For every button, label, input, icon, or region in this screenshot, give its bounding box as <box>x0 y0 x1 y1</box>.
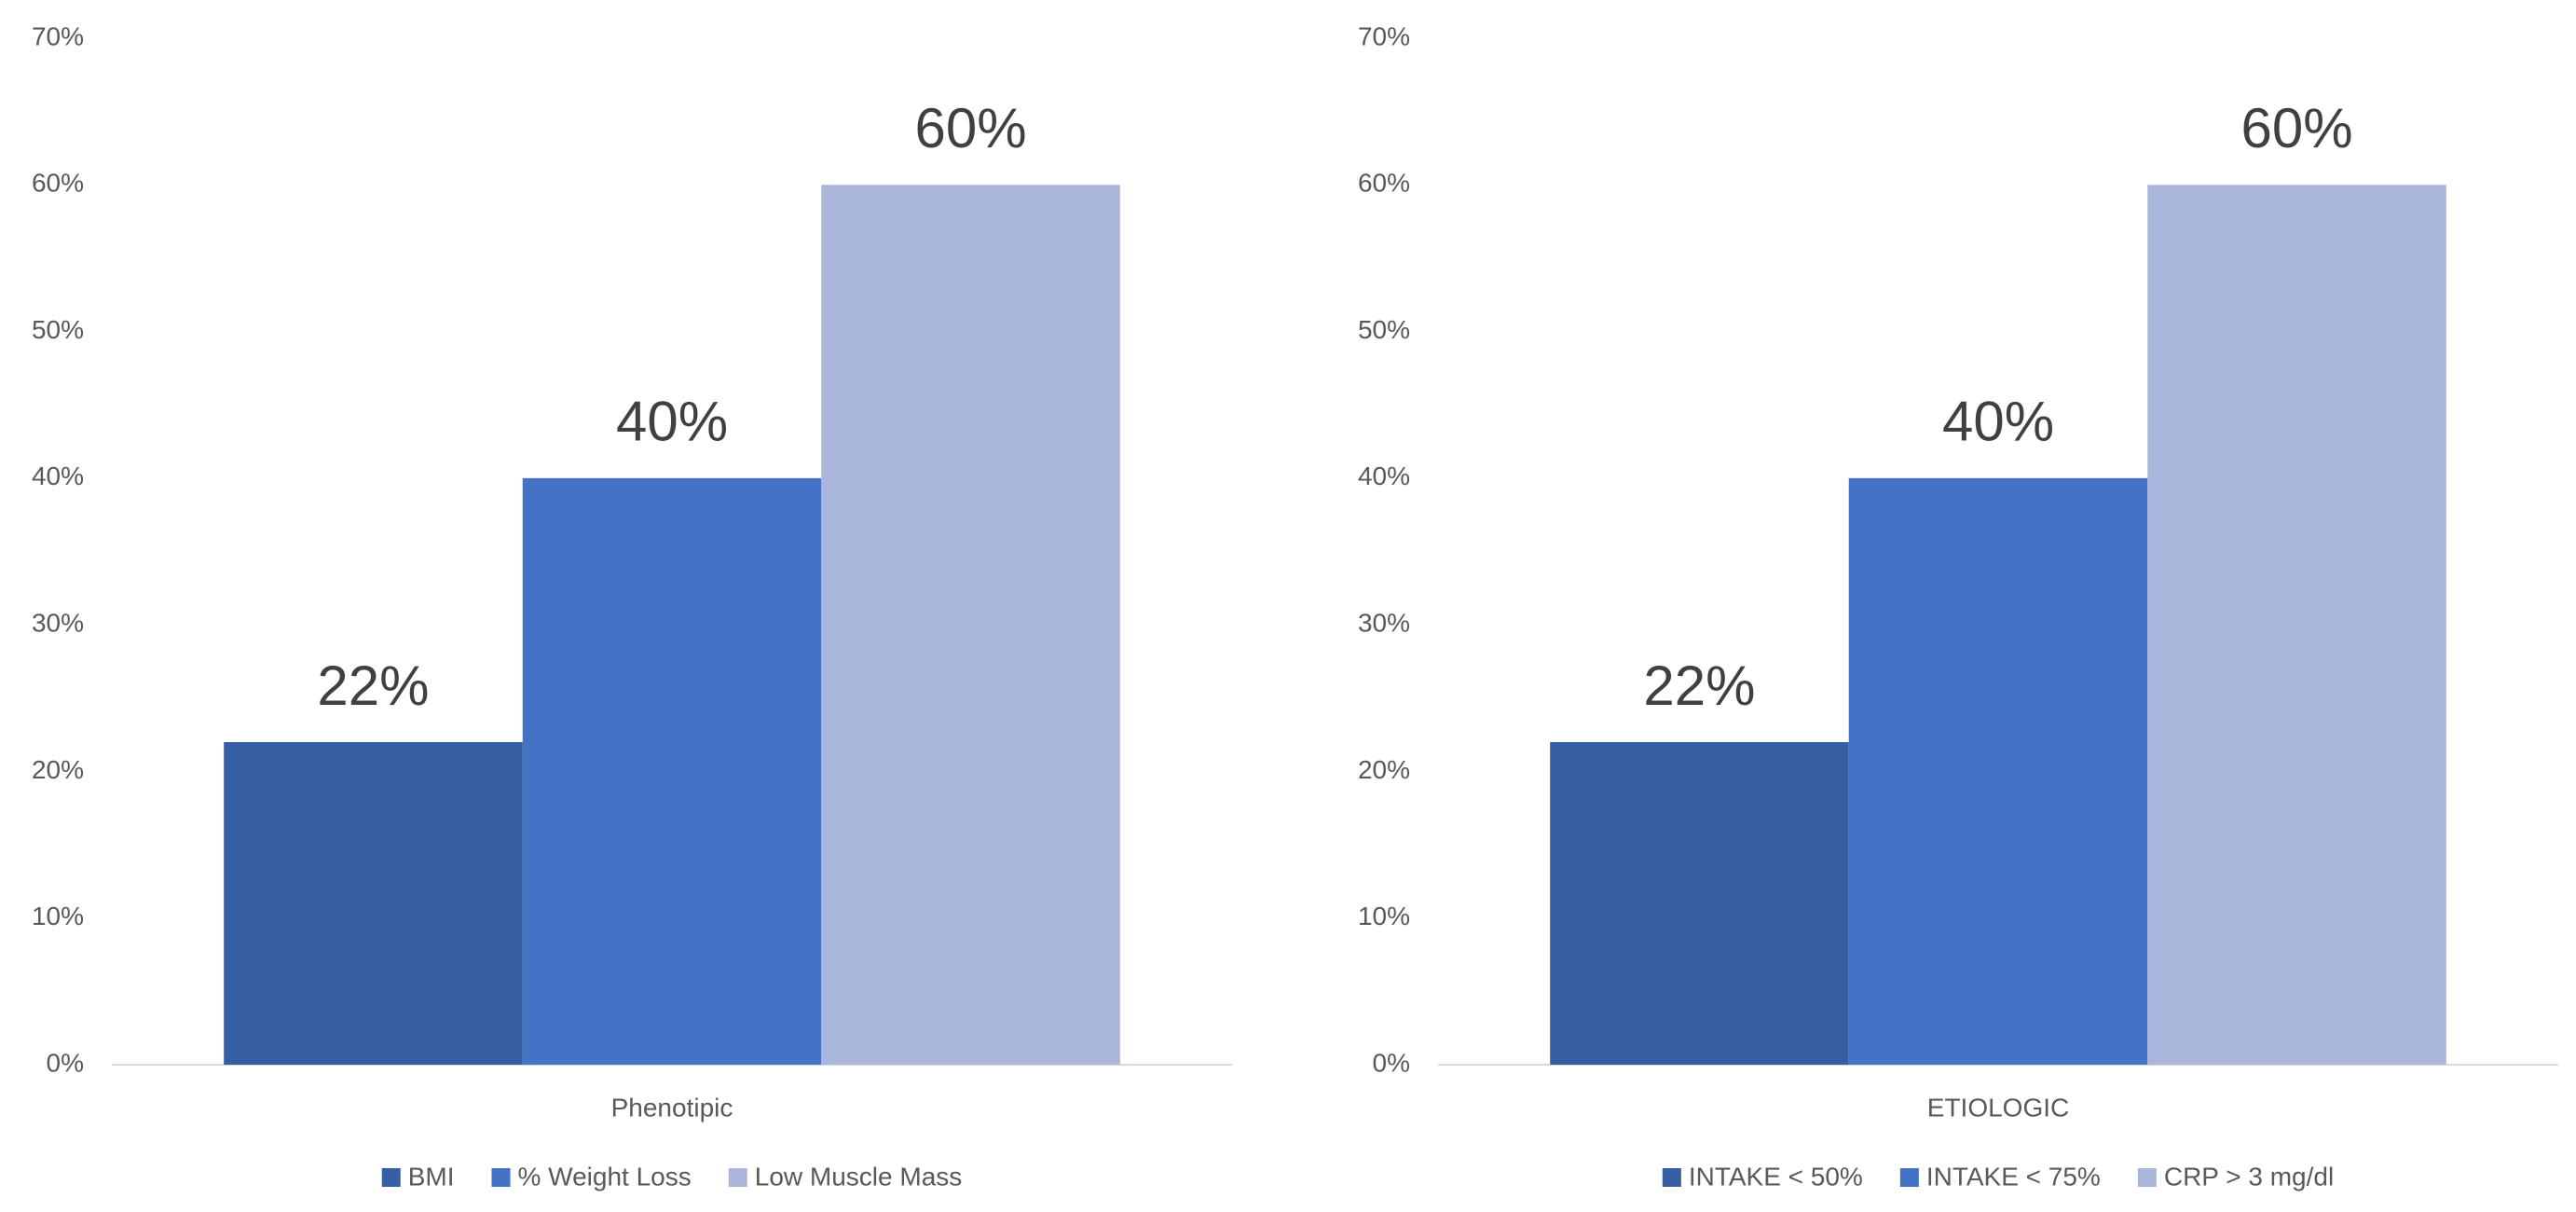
y-tick-label: 40% <box>32 461 84 490</box>
bar <box>1550 741 1849 1065</box>
data-label: 40% <box>1942 391 2054 453</box>
y-tick-label: 70% <box>1358 21 1410 50</box>
legend-label: BMI <box>408 1162 455 1191</box>
data-label: 22% <box>317 654 429 717</box>
legend-swatch <box>2137 1168 2157 1187</box>
legend-label: CRP > 3 mg/dl <box>2164 1162 2334 1191</box>
y-tick-label: 40% <box>1358 461 1410 490</box>
legend-label: % Weight Loss <box>518 1162 692 1191</box>
data-label: 60% <box>2240 97 2352 159</box>
legend-swatch <box>381 1168 401 1187</box>
legend-swatch <box>1899 1168 1919 1187</box>
y-tick-label: 60% <box>32 169 84 198</box>
data-label: 22% <box>1643 654 1755 717</box>
legend-label: Low Muscle Mass <box>755 1162 963 1191</box>
y-tick-label: 70% <box>32 21 84 50</box>
y-tick-label: 0% <box>1373 1048 1410 1077</box>
bar <box>1848 477 2148 1065</box>
y-tick-label: 30% <box>1358 609 1410 638</box>
legend-swatch <box>728 1168 747 1187</box>
bar <box>2147 185 2446 1066</box>
y-tick-label: 60% <box>1358 169 1410 198</box>
x-tick-label: Phenotipic <box>611 1093 733 1122</box>
legend-swatch <box>1662 1168 1681 1187</box>
bar <box>821 185 1120 1066</box>
legend-label: INTAKE < 75% <box>1926 1162 2101 1191</box>
y-tick-label: 50% <box>1358 315 1410 344</box>
y-tick-label: 0% <box>47 1048 84 1077</box>
legend-label: INTAKE < 50% <box>1689 1162 1863 1191</box>
bar <box>522 477 822 1065</box>
x-tick-label: ETIOLOGIC <box>1927 1093 2069 1122</box>
y-tick-label: 50% <box>32 315 84 344</box>
y-tick-label: 10% <box>1358 902 1410 930</box>
y-tick-label: 20% <box>32 755 84 784</box>
bar <box>224 741 523 1065</box>
legend: INTAKE < 50% INTAKE < 75% CRP > 3 mg/dl <box>1662 1162 2334 1191</box>
y-tick-label: 30% <box>32 609 84 638</box>
data-label: 60% <box>914 97 1026 159</box>
legend: BMI % Weight Loss Low Muscle Mass <box>381 1162 963 1191</box>
y-tick-label: 10% <box>32 902 84 930</box>
y-tick-label: 20% <box>1358 755 1410 784</box>
data-label: 40% <box>616 391 728 453</box>
legend-swatch <box>491 1168 511 1187</box>
